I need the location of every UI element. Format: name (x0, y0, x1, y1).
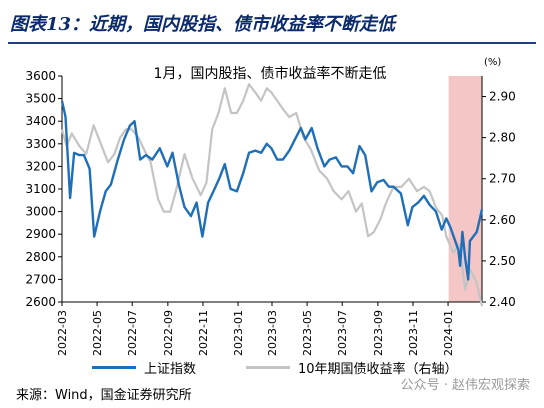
left-tick-label: 3600 (25, 69, 56, 83)
x-tick-label: 2023-05 (301, 310, 314, 356)
left-tick-label: 2900 (25, 227, 56, 241)
x-tick-label: 2023-03 (266, 310, 279, 356)
left-tick-label: 3100 (25, 182, 56, 196)
legend-item-bond: 10年期国债收益率（右轴） (246, 358, 458, 377)
right-tick-label: 2.50 (489, 254, 516, 268)
chart: 2600 2700 2800 2900 3000 3100 3200 3300 3400 3500… (25, 57, 515, 356)
right-tick-label: 2.90 (489, 90, 516, 104)
series-group (60, 83, 484, 307)
x-tick-label: 2023-07 (336, 310, 349, 356)
left-tick-label: 3000 (25, 205, 56, 219)
right-axis-unit: (%) (484, 57, 501, 68)
x-tick-label: 2024-01 (442, 310, 455, 356)
left-tick-label: 2800 (25, 250, 56, 264)
highlight-region (448, 76, 482, 302)
right-tick-label: 2.70 (489, 172, 516, 186)
x-tick-label: 2022-11 (197, 310, 210, 356)
legend-label-index: 上证指数 (144, 362, 197, 377)
right-tick-label: 2.60 (489, 213, 516, 227)
watermark: 公众号 · 赵伟宏观探索 (400, 378, 530, 393)
left-tick-label: 3500 (25, 92, 56, 106)
axes: 2600 2700 2800 2900 3000 3100 3200 3300 3400 3500… (25, 69, 515, 356)
left-tick-label: 2700 (25, 272, 56, 286)
left-tick-label: 3200 (25, 159, 56, 173)
legend-item-index: 上证指数 (92, 358, 196, 377)
legend: 上证指数 10年期国债收益率（右轴） (0, 358, 544, 378)
x-tick-label: 2022-09 (162, 310, 175, 356)
highlight-rect (448, 76, 482, 302)
x-tick-label: 2022-03 (56, 310, 69, 356)
series-line-index (60, 100, 484, 281)
legend-label-bond: 10年期国债收益率（右轴） (298, 362, 458, 377)
title-rule (8, 42, 536, 44)
x-tick-label: 2022-07 (126, 310, 139, 356)
right-tick-label: 2.40 (489, 295, 516, 309)
x-tick-label: 2023-09 (372, 310, 385, 356)
legend-swatch-bond (246, 366, 290, 369)
source-note: 来源：Wind，国金证券研究所 (16, 388, 192, 403)
right-tick-label: 2.80 (489, 131, 516, 145)
series-line-bond (60, 83, 484, 307)
left-tick-label: 2600 (25, 295, 56, 309)
chart-subtitle: 1月，国内股指、债市收益率不断走低 (154, 65, 387, 82)
legend-swatch-index (92, 366, 136, 369)
figure-title: 图表13：近期，国内股指、债市收益率不断走低 (10, 14, 396, 35)
left-tick-label: 3300 (25, 137, 56, 151)
x-tick-label: 2023-01 (232, 310, 245, 356)
left-tick-label: 3400 (25, 114, 56, 128)
x-tick-label: 2022-05 (91, 310, 104, 356)
x-tick-label: 2023-11 (407, 310, 420, 356)
